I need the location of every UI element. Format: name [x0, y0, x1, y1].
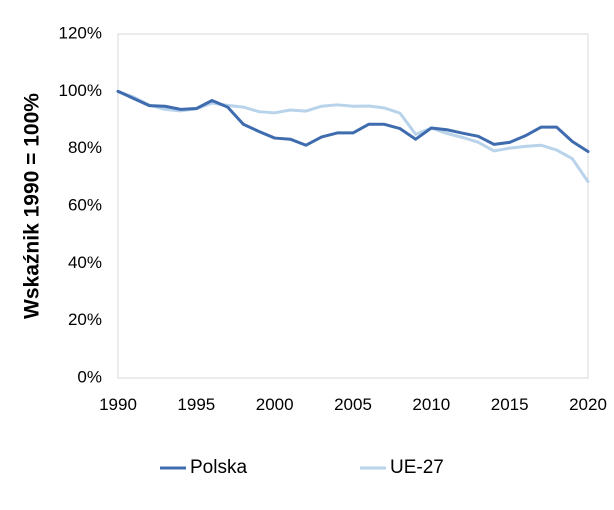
- y-tick-label: 60%: [68, 195, 102, 214]
- y-tick-label: 100%: [59, 81, 102, 100]
- series-lines: [116, 89, 590, 184]
- plot-area-border: [117, 33, 589, 379]
- x-tick-label: 2005: [334, 395, 372, 414]
- legend-label: Polska: [190, 457, 247, 478]
- series-line-ue-27: [116, 89, 590, 184]
- y-axis-ticks: 0% 20% 40% 60% 80% 100% 120%: [59, 23, 102, 386]
- x-tick-label: 2010: [412, 395, 450, 414]
- y-axis-label: Wskaźnik 1990 = 100%: [21, 93, 44, 319]
- y-tick-label: 80%: [68, 138, 102, 157]
- y-tick-label: 40%: [68, 253, 102, 272]
- y-tick-label: 120%: [59, 23, 102, 42]
- legend-label: UE-27: [390, 457, 444, 478]
- x-axis-ticks: 1990 1995 2000 2005 2010 2015 2020: [99, 395, 607, 414]
- y-tick-label: 20%: [68, 310, 102, 329]
- x-tick-label: 2015: [491, 395, 529, 414]
- y-tick-label: 0%: [77, 367, 102, 386]
- series-line-polska: [116, 89, 590, 154]
- x-tick-label: 1995: [177, 395, 215, 414]
- x-tick-label: 2000: [256, 395, 294, 414]
- x-tick-label: 2020: [569, 395, 607, 414]
- legend: Polska UE-27: [160, 457, 444, 478]
- x-tick-label: 1990: [99, 395, 137, 414]
